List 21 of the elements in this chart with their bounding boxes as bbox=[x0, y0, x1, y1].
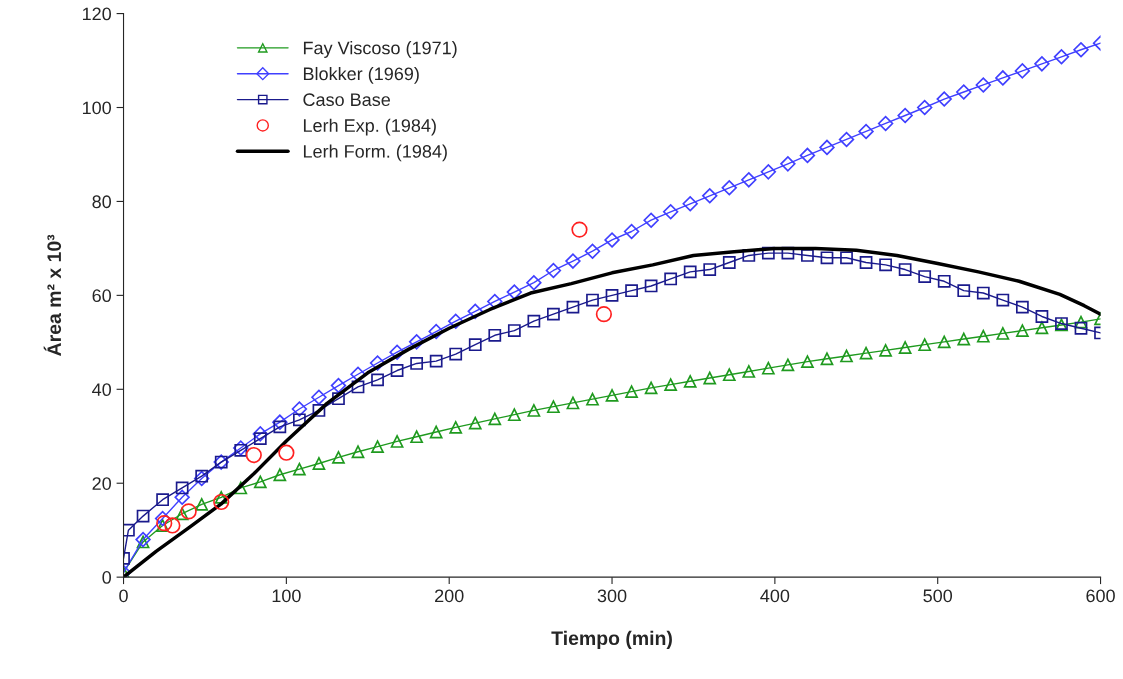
legend-label: Lerh Form. (1984) bbox=[303, 144, 447, 162]
x-tick-label: 300 bbox=[597, 589, 627, 603]
y-tick-label: 20 bbox=[92, 477, 112, 490]
x-axis-title: Tiempo (min) bbox=[551, 630, 672, 649]
y-axis-title: Área m² x 10³ bbox=[43, 234, 62, 356]
x-tick-label: 600 bbox=[1086, 589, 1115, 603]
legend-label: Caso Base bbox=[303, 93, 390, 107]
x-tick-label: 400 bbox=[760, 589, 790, 603]
legend-label: Blokker (1969) bbox=[303, 66, 419, 84]
legend-label: Lerh Exp. (1984) bbox=[303, 118, 436, 136]
legend-label: Fay Viscoso (1971) bbox=[303, 41, 457, 58]
x-tick-label: 100 bbox=[272, 589, 301, 603]
y-tick-label: 120 bbox=[82, 7, 112, 21]
y-tick-label: 0 bbox=[102, 571, 112, 584]
y-tick-label: 80 bbox=[92, 195, 112, 209]
x-tick-label: 500 bbox=[923, 589, 953, 603]
x-tick-label: 0 bbox=[119, 589, 128, 603]
x-tick-label: 200 bbox=[435, 589, 464, 603]
y-tick-label: 100 bbox=[82, 101, 112, 115]
y-tick-label: 40 bbox=[92, 383, 112, 397]
y-tick-label: 60 bbox=[92, 289, 112, 303]
